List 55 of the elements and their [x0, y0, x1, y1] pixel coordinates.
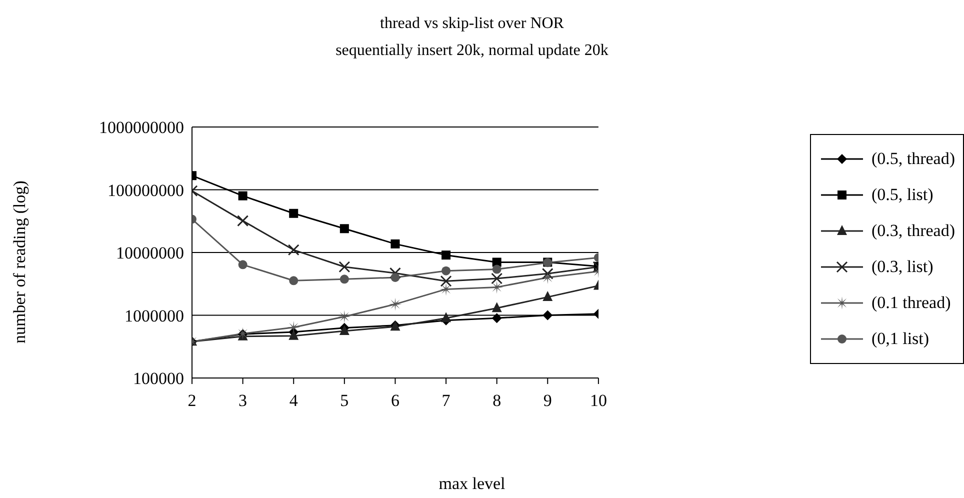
x-tick-label: 8 [492, 391, 502, 410]
legend-label: (0.5, thread) [871, 149, 955, 169]
point [389, 267, 401, 279]
point [490, 280, 504, 294]
x-tick-label: 7 [442, 391, 451, 410]
legend-label: (0.5, list) [871, 185, 934, 205]
point [340, 224, 349, 234]
point [338, 261, 350, 273]
point [542, 268, 554, 280]
legend-label: (0.3, list) [871, 257, 934, 277]
y-tick-label: 10000000 [116, 244, 184, 263]
legend-label: (0.3, thread) [871, 221, 955, 241]
point [440, 275, 452, 287]
y-tick-label: 100000000 [108, 180, 184, 200]
point [287, 320, 300, 334]
point [542, 310, 553, 320]
point [390, 239, 400, 248]
point [441, 312, 452, 322]
point [492, 302, 502, 312]
x-axis-title: max level [438, 474, 506, 494]
x-tick-label: 3 [238, 391, 248, 410]
y-axis-title: number of reading (log) [10, 180, 30, 344]
point [289, 208, 298, 218]
chart-title: thread vs skip-list over NOR [379, 14, 565, 34]
point [442, 250, 451, 260]
point [288, 330, 299, 340]
point [492, 313, 502, 324]
x-tick-label: 9 [543, 391, 552, 410]
x-tick-label: 6 [390, 391, 400, 410]
y-tick-label: 100000 [133, 369, 184, 388]
point [338, 310, 351, 324]
point [238, 260, 248, 270]
x-tick-label: 10 [590, 391, 607, 410]
legend-label: (0.1 thread) [871, 293, 951, 313]
x-tick-label: 5 [340, 391, 349, 410]
x-tick-label: 4 [289, 391, 298, 410]
point [492, 258, 502, 267]
point [390, 272, 400, 282]
point [238, 191, 248, 200]
point [491, 272, 503, 284]
point [492, 264, 502, 274]
chart-subtitle: sequentially insert 20k, normal update 20k [334, 41, 610, 61]
point [442, 266, 451, 276]
y-tick-label: 1000000 [124, 306, 184, 326]
point [340, 274, 349, 284]
point [237, 215, 249, 227]
point [289, 276, 298, 286]
x-tick-label: 2 [188, 391, 196, 410]
point [388, 298, 402, 311]
point [288, 244, 300, 256]
y-tick-label: 1000000000 [99, 118, 184, 138]
legend-label: (0,1 list) [871, 329, 930, 349]
point [339, 325, 350, 336]
point [541, 270, 554, 284]
point [542, 291, 553, 302]
